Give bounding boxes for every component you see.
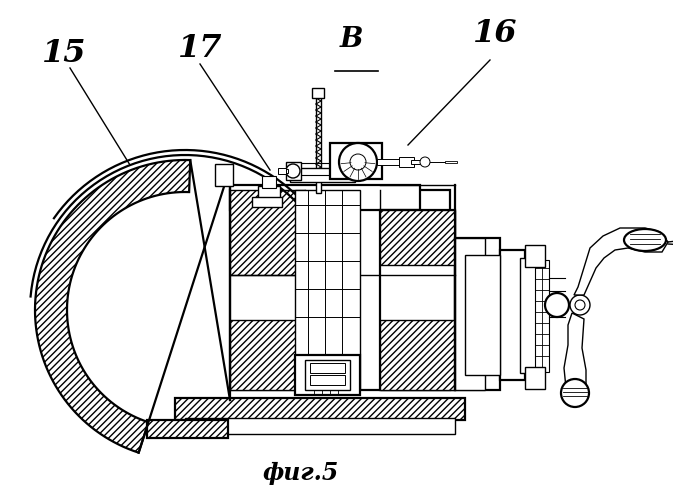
Polygon shape: [564, 313, 586, 400]
Bar: [230, 190, 450, 390]
Bar: [399, 157, 414, 167]
Bar: [295, 355, 360, 395]
Bar: [455, 238, 485, 390]
Bar: [295, 190, 360, 390]
Bar: [465, 255, 500, 375]
Bar: [262, 176, 276, 188]
Polygon shape: [574, 228, 668, 295]
Circle shape: [286, 164, 300, 178]
Bar: [411, 160, 429, 164]
Bar: [525, 367, 545, 389]
Bar: [380, 320, 455, 390]
Bar: [290, 168, 355, 182]
Circle shape: [570, 295, 590, 315]
Bar: [377, 159, 402, 165]
Bar: [215, 164, 233, 186]
Circle shape: [575, 300, 585, 310]
Text: 17: 17: [178, 33, 223, 64]
Bar: [286, 162, 301, 180]
Circle shape: [350, 154, 366, 170]
Bar: [455, 238, 500, 390]
Bar: [312, 88, 324, 98]
Polygon shape: [35, 160, 190, 452]
Circle shape: [339, 143, 377, 181]
Text: 16: 16: [473, 18, 518, 49]
Bar: [310, 363, 345, 373]
Bar: [305, 360, 350, 390]
Bar: [525, 245, 545, 267]
Bar: [230, 185, 420, 210]
Bar: [175, 398, 465, 420]
Bar: [230, 190, 305, 275]
Bar: [258, 186, 280, 200]
Text: 15: 15: [42, 38, 87, 69]
Bar: [380, 210, 455, 390]
Circle shape: [561, 379, 589, 407]
Bar: [230, 320, 305, 390]
Bar: [330, 143, 382, 179]
Bar: [310, 375, 345, 385]
Bar: [520, 258, 540, 373]
Circle shape: [545, 293, 569, 317]
Text: В: В: [340, 26, 363, 53]
Bar: [500, 250, 525, 380]
Bar: [185, 418, 455, 434]
Bar: [252, 197, 282, 207]
Bar: [445, 161, 457, 163]
Bar: [380, 210, 455, 265]
Bar: [316, 93, 321, 193]
Ellipse shape: [624, 229, 666, 251]
Bar: [147, 420, 228, 438]
Bar: [278, 168, 286, 174]
Bar: [283, 169, 288, 173]
Circle shape: [420, 157, 430, 167]
Bar: [535, 260, 549, 372]
Text: фиг.5: фиг.5: [262, 461, 339, 485]
